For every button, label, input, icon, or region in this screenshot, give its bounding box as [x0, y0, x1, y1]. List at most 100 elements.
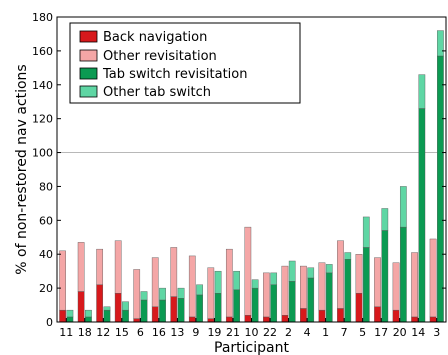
bar-other-revisitation-participant-17: [374, 257, 381, 307]
legend-swatch-tab-switch-revisitation: [79, 67, 98, 80]
x-axis-title: Participant: [214, 340, 289, 355]
bar-other-tab-switch-participant-18: [85, 309, 92, 318]
bar-back-navigation-participant-11: [59, 309, 66, 323]
y-tick-label: 160: [32, 45, 53, 58]
x-tick-label: 11: [59, 326, 73, 339]
bar-back-navigation-participant-3: [429, 316, 437, 323]
plot-area: [57, 30, 446, 323]
bar-other-revisitation-participant-15: [114, 240, 122, 294]
y-tick-label: 180: [32, 11, 53, 24]
x-tick-label: 6: [137, 326, 144, 339]
bar-back-navigation-participant-22: [263, 316, 270, 323]
bar-other-revisitation-participant-9: [188, 255, 196, 318]
y-tick-label: 120: [32, 113, 53, 126]
bar-other-tab-switch-participant-15: [122, 301, 129, 311]
x-tick-label: 18: [78, 326, 92, 339]
bar-tab-switch-revisitation-participant-4: [307, 277, 315, 323]
bar-tab-switch-revisitation-participant-3: [437, 55, 444, 323]
bar-other-tab-switch-participant-13: [177, 287, 185, 299]
bar-other-revisitation-participant-7: [337, 240, 344, 309]
y-tick-label: 20: [39, 282, 53, 295]
x-tick-label: 3: [433, 326, 440, 339]
y-axis-title: % of non-restored nav actions: [14, 64, 30, 274]
bar-other-revisitation-participant-18: [77, 242, 85, 292]
bar-other-revisitation-participant-11: [59, 250, 66, 311]
bar-other-tab-switch-participant-14: [418, 74, 426, 109]
bar-back-navigation-participant-2: [281, 315, 289, 323]
bar-tab-switch-revisitation-participant-11: [66, 316, 74, 323]
legend-swatch-other-tab-switch: [79, 85, 98, 98]
bar-other-revisitation-participant-21: [225, 248, 233, 318]
bar-back-navigation-participant-5: [355, 292, 363, 323]
legend-swatch-back-navigation: [79, 30, 98, 43]
bar-other-tab-switch-participant-22: [270, 272, 278, 285]
bar-other-tab-switch-participant-12: [103, 306, 111, 311]
bar-other-tab-switch-participant-4: [307, 267, 315, 279]
y-tick-label: 0: [46, 316, 53, 329]
bar-other-revisitation-participant-2: [281, 265, 289, 316]
x-tick-label: 2: [285, 326, 292, 339]
bar-back-navigation-participant-1: [318, 309, 326, 323]
bar-other-revisitation-participant-6: [133, 269, 141, 319]
bar-other-revisitation-participant-3: [429, 238, 437, 318]
x-tick-label: 19: [207, 326, 221, 339]
bar-other-revisitation-participant-10: [244, 226, 252, 316]
x-tick-label: 14: [411, 326, 425, 339]
bar-other-tab-switch-participant-6: [140, 291, 148, 301]
bar-other-tab-switch-participant-17: [381, 208, 389, 231]
bar-other-tab-switch-participant-9: [196, 284, 203, 296]
bar-tab-switch-revisitation-participant-6: [140, 299, 148, 323]
bar-other-revisitation-participant-16: [151, 257, 159, 307]
bar-back-navigation-participant-17: [374, 306, 381, 323]
bar-other-revisitation-participant-5: [355, 254, 363, 294]
bar-other-tab-switch-participant-7: [344, 252, 352, 260]
bar-back-navigation-participant-18: [77, 291, 85, 323]
bar-other-tab-switch-participant-16: [159, 287, 166, 301]
bar-back-navigation-participant-10: [244, 315, 252, 323]
bar-other-revisitation-participant-12: [96, 248, 104, 285]
y-tick-label: 100: [32, 147, 53, 160]
bar-tab-switch-revisitation-participant-22: [270, 284, 278, 323]
bar-other-revisitation-participant-22: [263, 272, 270, 318]
bar-other-revisitation-participant-4: [300, 265, 307, 309]
y-tick-label: 140: [32, 79, 53, 92]
bar-other-revisitation-participant-13: [170, 247, 178, 297]
bar-tab-switch-revisitation-participant-20: [399, 226, 407, 323]
x-tick-label: 17: [374, 326, 388, 339]
x-tick-label: 15: [115, 326, 129, 339]
legend-label-other-revisitation: Other revisitation: [103, 49, 217, 64]
x-tick-label: 10: [245, 326, 259, 339]
bar-tab-switch-revisitation-participant-12: [103, 309, 111, 323]
bar-other-revisitation-participant-1: [318, 262, 326, 311]
bar-tab-switch-revisitation-participant-2: [288, 281, 296, 323]
bar-back-navigation-participant-15: [114, 292, 122, 323]
bar-back-navigation-participant-6: [133, 318, 141, 323]
bar-tab-switch-revisitation-participant-7: [344, 259, 352, 323]
bar-back-navigation-participant-7: [337, 308, 344, 323]
bar-other-revisitation-participant-20: [392, 262, 400, 311]
y-tick-label: 80: [39, 180, 53, 193]
bar-other-tab-switch-participant-1: [325, 264, 333, 274]
x-tick-label: 16: [152, 326, 166, 339]
bar-back-navigation-participant-19: [207, 318, 215, 323]
bar-other-revisitation-participant-14: [411, 252, 418, 318]
bar-other-tab-switch-participant-5: [362, 216, 370, 248]
legend-label-back-navigation: Back navigation: [103, 30, 207, 45]
bar-other-tab-switch-participant-21: [233, 270, 240, 291]
bar-tab-switch-revisitation-participant-21: [233, 289, 240, 323]
x-tick-label: 5: [359, 326, 366, 339]
bar-other-tab-switch-participant-3: [437, 30, 444, 57]
bar-back-navigation-participant-4: [300, 308, 307, 323]
bar-back-navigation-participant-14: [411, 316, 418, 323]
bar-tab-switch-revisitation-participant-5: [362, 247, 370, 323]
legend-swatch-other-revisitation: [79, 49, 98, 62]
bar-back-navigation-participant-12: [96, 284, 104, 323]
bar-back-navigation-participant-21: [225, 316, 233, 323]
x-tick-label: 4: [304, 326, 311, 339]
bar-back-navigation-participant-20: [392, 309, 400, 323]
bar-tab-switch-revisitation-participant-13: [177, 298, 185, 323]
legend-label-tab-switch-revisitation: Tab switch revisitation: [102, 67, 248, 82]
bar-tab-switch-revisitation-participant-18: [85, 316, 92, 323]
